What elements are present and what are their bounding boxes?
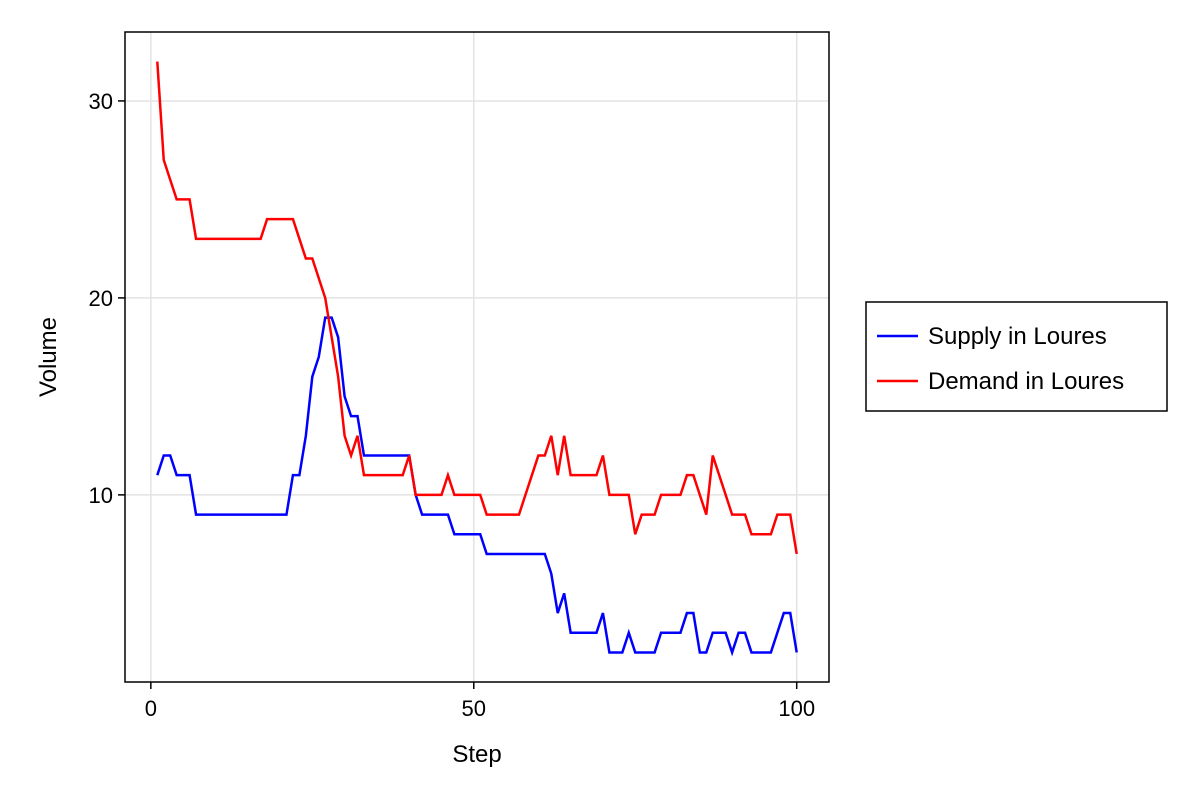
y-tick-label: 20 (89, 286, 113, 311)
legend-label-supply-in-loures: Supply in Loures (928, 323, 1107, 350)
x-axis-label: Step (452, 741, 501, 768)
x-tick-label: 50 (462, 696, 486, 721)
legend-box (865, 301, 1168, 412)
y-tick-label: 10 (89, 483, 113, 508)
y-axis-ticks: 10 20 30 (89, 89, 125, 508)
y-tick-label: 30 (89, 89, 113, 114)
x-tick-label: 100 (778, 696, 815, 721)
plot-frame (124, 31, 830, 683)
legend-label-demand-in-loures: Demand in Loures (928, 368, 1124, 395)
x-axis-ticks: 0 50 100 (145, 682, 815, 721)
x-tick-label: 0 (145, 696, 157, 721)
series-line-demand-in-loures (156, 61, 798, 555)
y-axis-label: Volume (35, 317, 62, 397)
legend: Supply in Loures Demand in Loures (865, 301, 1168, 412)
series-lines (156, 61, 798, 657)
grid (125, 32, 829, 682)
series-line-supply-in-loures (156, 316, 798, 657)
